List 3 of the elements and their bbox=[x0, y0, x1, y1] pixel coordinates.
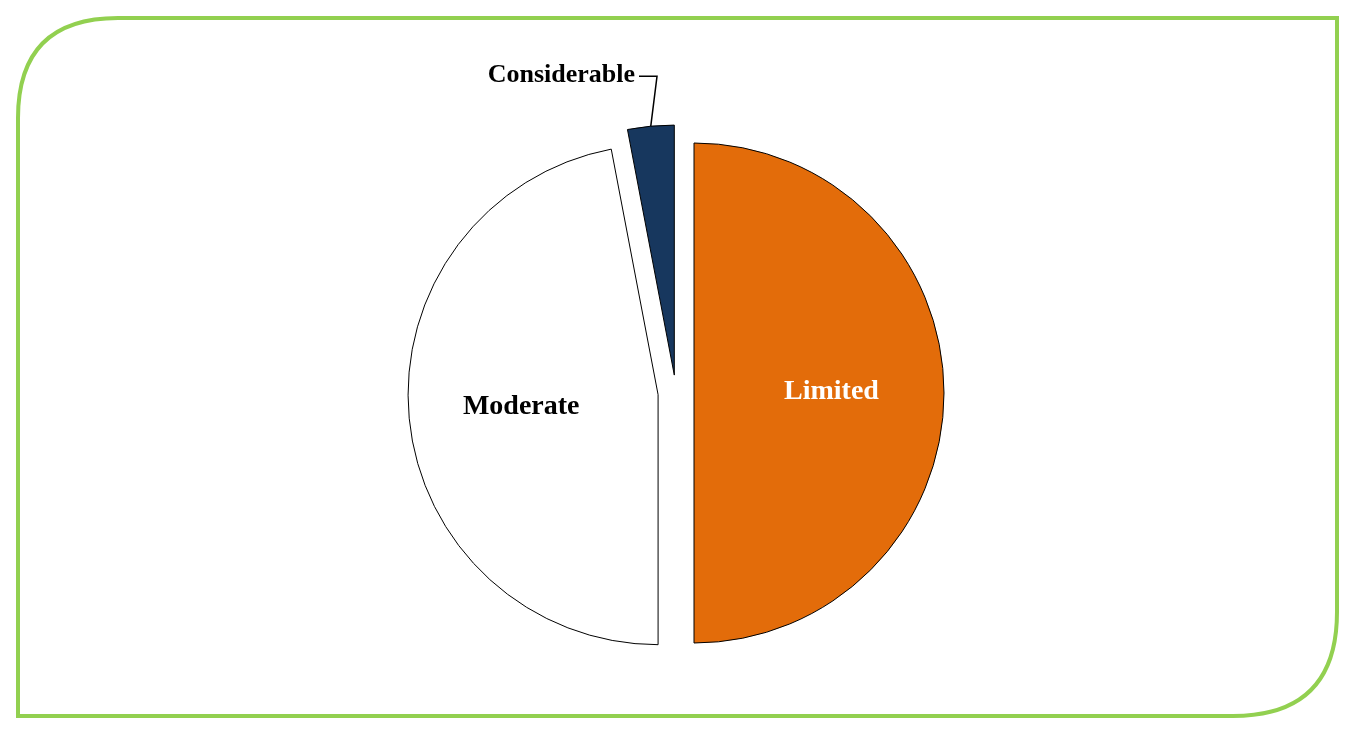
slice-label: Moderate bbox=[462, 389, 580, 421]
slice-label: Limited bbox=[784, 374, 880, 406]
slice-label: Considerable bbox=[487, 59, 636, 89]
